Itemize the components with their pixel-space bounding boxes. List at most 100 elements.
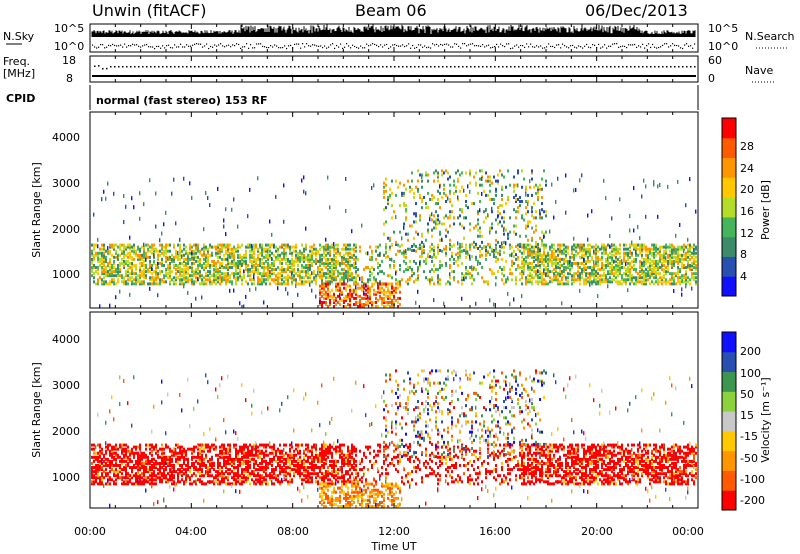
heat-cell (395, 242, 397, 246)
heat-cell (437, 274, 439, 278)
heat-cell (655, 276, 657, 280)
heat-cell (283, 282, 285, 286)
heat-cell (609, 276, 611, 280)
heat-cell (565, 268, 567, 272)
heat-cell (165, 251, 167, 255)
heat-cell (435, 169, 437, 173)
heat-cell (95, 466, 97, 470)
heat-cell (201, 253, 203, 257)
heat-cell (459, 214, 461, 218)
heat-cell (95, 451, 97, 455)
heat-cell (283, 251, 285, 255)
nave-mark (442, 66, 444, 68)
heat-cell (397, 249, 399, 253)
heat-cell (581, 243, 583, 247)
heat-cell (407, 232, 409, 236)
heat-cell (291, 280, 293, 284)
heat-cell (235, 266, 237, 270)
heat-cell (643, 270, 645, 274)
heat-cell (111, 253, 113, 257)
heat-cell (187, 266, 189, 270)
nave-mark (414, 66, 416, 68)
heat-cell (371, 255, 373, 259)
heat-cell (419, 218, 421, 222)
heat-cell (361, 288, 363, 292)
heat-cell (603, 278, 605, 282)
heat-cell (253, 263, 255, 267)
heat-cell (539, 183, 541, 187)
heat-cell (637, 280, 639, 284)
heat-cell (471, 265, 473, 270)
heat-cell (403, 251, 405, 255)
heat-cell (629, 255, 631, 259)
heat-cell (105, 282, 107, 286)
heat-cell (435, 255, 437, 259)
heat-cell (219, 278, 221, 282)
nsearch-mark (278, 47, 280, 49)
heat-cell (321, 257, 323, 261)
heat-cell (573, 261, 575, 265)
heat-cell (315, 280, 317, 284)
heat-cell (343, 296, 345, 300)
heat-cell (227, 253, 229, 257)
heat-cell (687, 261, 689, 265)
heat-cell (167, 266, 169, 270)
heat-cell (361, 305, 363, 309)
heat-cell (517, 247, 519, 251)
nsearch-mark (164, 47, 166, 49)
heat-cell (95, 445, 97, 450)
heat-cell (475, 183, 477, 187)
heat-cell (439, 282, 441, 286)
heat-cell (593, 278, 595, 282)
heat-cell (369, 288, 371, 292)
heat-cell (647, 278, 649, 282)
nsearch-mark (356, 46, 358, 49)
nave-mark (94, 65, 96, 68)
heat-cell (685, 272, 687, 276)
heat-cell (217, 259, 219, 263)
heat-cell (551, 243, 553, 247)
heat-cell (335, 276, 337, 280)
heat-cell (523, 247, 525, 251)
heat-cell (671, 263, 673, 267)
heat-cell (321, 300, 323, 304)
heat-cell (215, 245, 217, 249)
heat-cell (325, 253, 327, 257)
heat-cell (479, 208, 481, 213)
heat-cell (203, 245, 205, 249)
heat-cell (107, 282, 109, 286)
heat-cell (393, 296, 395, 300)
heat-cell (595, 261, 597, 265)
heat-cell (559, 274, 561, 278)
heat-cell (161, 261, 163, 265)
heat-cell (651, 259, 653, 263)
heat-cell (531, 236, 533, 240)
heat-cell (433, 245, 435, 249)
heat-cell (579, 243, 581, 247)
nsearch-mark (670, 45, 672, 47)
heat-cell (615, 249, 617, 253)
heat-cell (355, 290, 357, 294)
heat-cell (319, 253, 321, 257)
heat-cell (441, 173, 443, 177)
heat-cell (253, 243, 255, 247)
heat-cell (555, 274, 557, 278)
heat-cell (169, 257, 171, 261)
heat-cell (535, 228, 537, 232)
heat-cell (109, 268, 111, 272)
nave-mark (238, 66, 240, 68)
heat-cell (421, 206, 423, 210)
heat-cell (585, 251, 587, 255)
heat-cell (497, 179, 499, 183)
heat-cell (617, 280, 619, 284)
heat-cell (401, 236, 403, 241)
nsearch-mark (216, 45, 218, 47)
heat-cell (441, 237, 443, 242)
heat-cell (107, 270, 109, 274)
heat-cell (163, 274, 165, 278)
nsearch-mark (620, 45, 622, 48)
heat-cell (611, 270, 613, 274)
heat-cell (671, 266, 673, 270)
heat-cell (201, 274, 203, 278)
heat-cell (117, 263, 119, 267)
